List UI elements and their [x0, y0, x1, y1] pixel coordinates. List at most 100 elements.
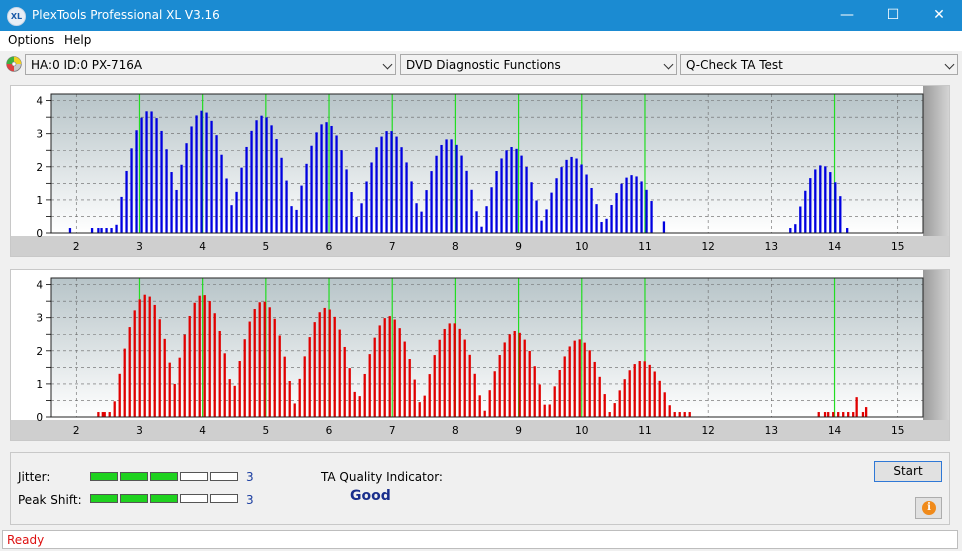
data-bar: [824, 166, 827, 233]
data-bar: [100, 228, 103, 233]
data-bar: [488, 390, 491, 417]
data-bar: [115, 224, 118, 233]
close-button[interactable]: ✕: [933, 7, 945, 23]
data-bar: [101, 412, 104, 417]
data-bar: [373, 337, 376, 417]
data-bar: [388, 316, 391, 417]
data-bar: [275, 139, 278, 233]
function-select[interactable]: DVD Diagnostic Functions: [400, 54, 677, 75]
menu-help[interactable]: Help: [64, 33, 92, 47]
data-bar: [615, 193, 618, 233]
data-bar: [110, 228, 113, 233]
data-bar: [160, 130, 163, 233]
data-bar: [193, 302, 196, 417]
data-bar: [630, 175, 633, 233]
x-tick-label: 4: [199, 425, 206, 437]
data-bar: [628, 370, 631, 417]
data-bar: [573, 340, 576, 417]
data-bar: [145, 111, 148, 233]
data-bar: [298, 378, 301, 417]
data-bar: [498, 355, 501, 417]
data-bar: [605, 218, 608, 233]
data-bar: [435, 155, 438, 233]
data-bar: [270, 125, 273, 233]
peak-shift-meter: [90, 494, 238, 503]
function-select-value: DVD Diagnostic Functions: [406, 58, 561, 72]
maximize-button[interactable]: ☐: [886, 7, 900, 23]
peak-shift-meter-segment: [120, 494, 148, 503]
data-bar: [148, 296, 151, 417]
start-button[interactable]: Start: [874, 461, 942, 482]
data-bar: [280, 157, 283, 233]
x-tick-label: 10: [575, 241, 588, 253]
data-bar: [463, 339, 466, 417]
data-bar: [590, 187, 593, 233]
data-bar: [118, 373, 121, 417]
data-bar: [653, 371, 656, 417]
y-tick-label: 1: [36, 195, 43, 207]
data-bar: [155, 118, 158, 233]
test-select[interactable]: Q-Check TA Test: [680, 54, 958, 75]
data-bar: [610, 205, 613, 233]
data-bar: [143, 294, 146, 417]
data-bar: [268, 307, 271, 417]
data-bar: [490, 187, 493, 233]
data-bar: [635, 176, 638, 233]
info-button[interactable]: i: [915, 497, 942, 519]
data-bar: [323, 307, 326, 417]
data-bar: [390, 131, 393, 233]
data-bar: [208, 301, 211, 417]
data-bar: [470, 189, 473, 233]
x-tick-label: 6: [326, 241, 333, 253]
x-tick-label: 14: [828, 425, 842, 437]
data-bar: [861, 412, 865, 417]
data-bar: [365, 181, 368, 233]
data-bar: [658, 380, 661, 417]
minimize-button[interactable]: —: [840, 7, 854, 23]
data-bar: [640, 181, 643, 233]
data-bar: [478, 395, 481, 417]
data-bar: [842, 412, 845, 417]
data-bar: [243, 339, 246, 417]
data-bar: [228, 379, 231, 417]
ta-quality-label: TA Quality Indicator:: [321, 470, 443, 484]
data-bar: [318, 312, 321, 417]
x-tick-label: 15: [891, 241, 904, 253]
data-bar: [370, 162, 373, 233]
data-bar: [475, 211, 478, 233]
data-bar: [335, 135, 338, 233]
x-tick-label: 11: [638, 425, 651, 437]
data-bar: [180, 164, 183, 233]
x-tick-label: 10: [575, 425, 588, 437]
jitter-meter-segment: [120, 472, 148, 481]
menu-options[interactable]: Options: [8, 33, 55, 47]
y-tick-label: 0: [36, 228, 43, 240]
data-bar: [829, 172, 832, 233]
data-bar: [265, 117, 268, 233]
data-bar: [90, 228, 94, 233]
data-bar: [814, 169, 817, 233]
data-bar: [175, 189, 178, 233]
data-bar: [420, 211, 423, 233]
data-bar: [368, 354, 371, 417]
drive-select[interactable]: HA:0 ID:0 PX-716A: [25, 54, 396, 75]
data-bar: [480, 226, 483, 233]
data-bar: [428, 374, 431, 417]
data-bar: [515, 148, 518, 233]
data-bar: [643, 361, 646, 417]
data-bar: [538, 384, 541, 417]
data-bar: [568, 346, 571, 417]
data-bar: [618, 390, 621, 417]
data-bar: [165, 149, 168, 233]
data-bar: [343, 346, 346, 417]
data-bar: [438, 339, 441, 417]
data-bar: [443, 328, 446, 417]
data-bar: [545, 209, 548, 233]
data-bar: [578, 339, 581, 417]
data-bar: [593, 361, 596, 417]
data-bar: [852, 412, 855, 417]
data-bar: [230, 205, 233, 233]
data-bar: [423, 395, 426, 417]
